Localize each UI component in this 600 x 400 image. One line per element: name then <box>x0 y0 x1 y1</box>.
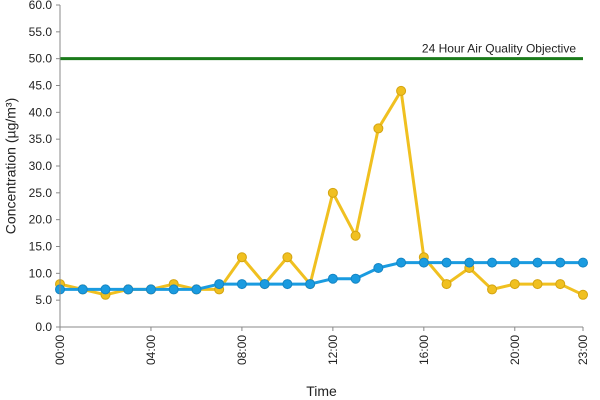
y-tick-label: 5.0 <box>35 293 52 307</box>
reference-line-label: 24 Hour Air Quality Objective <box>422 42 576 56</box>
x-tick-label: 16:00 <box>417 335 431 365</box>
data-point <box>555 279 566 290</box>
series-1 <box>55 85 588 300</box>
data-point <box>373 262 384 273</box>
data-point <box>418 257 429 268</box>
series-2 <box>55 257 588 295</box>
y-tick-label: 25.0 <box>29 186 53 200</box>
x-tick-label: 20:00 <box>508 335 522 365</box>
y-tick-label: 0.0 <box>35 320 52 334</box>
y-tick-label: 55.0 <box>29 25 53 39</box>
data-point <box>168 284 179 295</box>
data-point <box>555 257 566 268</box>
x-tick-label: 08:00 <box>235 335 249 365</box>
data-point <box>236 279 247 290</box>
x-tick-label: 23:00 <box>576 335 590 365</box>
x-tick-label: 04:00 <box>144 335 158 365</box>
data-point <box>191 284 202 295</box>
data-point <box>236 252 247 263</box>
y-tick-label: 20.0 <box>29 213 53 227</box>
data-point <box>578 289 588 300</box>
data-point <box>259 279 270 290</box>
y-tick-label: 10.0 <box>29 266 53 280</box>
y-tick-label: 15.0 <box>29 240 53 254</box>
data-point <box>145 284 156 295</box>
y-tick-label: 35.0 <box>29 132 53 146</box>
series-line <box>59 89 584 297</box>
y-axis-title: Concentration (µg/m³) <box>3 98 19 234</box>
reference-line-group: 24 Hour Air Quality Objective <box>60 42 583 61</box>
y-axis-ticks: 0.0 5.0 10.0 15.0 20.0 25.0 30.0 35.0 40.0 45.0 50… <box>29 0 60 334</box>
data-point <box>350 273 361 284</box>
x-axis-title: Time <box>306 383 337 399</box>
data-point <box>373 123 384 134</box>
data-point <box>214 279 225 290</box>
y-tick-label: 40.0 <box>29 105 53 119</box>
data-point <box>578 257 588 268</box>
data-point <box>396 85 407 96</box>
data-point <box>487 284 498 295</box>
data-point <box>282 279 293 290</box>
x-tick-label: 00:00 <box>53 335 67 365</box>
data-point <box>77 284 88 295</box>
data-point <box>441 257 452 268</box>
data-point <box>350 230 361 241</box>
data-point <box>509 257 520 268</box>
y-tick-label: 45.0 <box>29 79 53 93</box>
series-group <box>55 85 588 300</box>
data-point <box>464 257 475 268</box>
data-point <box>509 279 520 290</box>
data-point <box>100 284 111 295</box>
data-point <box>441 279 452 290</box>
data-point <box>396 257 407 268</box>
data-point <box>282 252 293 263</box>
y-tick-label: 30.0 <box>29 159 53 173</box>
x-tick-label: 12:00 <box>326 335 340 365</box>
data-point <box>532 279 543 290</box>
y-tick-label: 50.0 <box>29 52 53 66</box>
data-point <box>123 284 134 295</box>
data-point <box>487 257 498 268</box>
data-point <box>532 257 543 268</box>
x-axis-ticks: 00:00 04:00 08:00 12:00 16:00 20:00 23:00 <box>53 327 590 365</box>
data-point <box>327 273 338 284</box>
data-point <box>305 279 316 290</box>
data-point <box>327 187 338 198</box>
y-tick-label: 60.0 <box>29 0 53 12</box>
